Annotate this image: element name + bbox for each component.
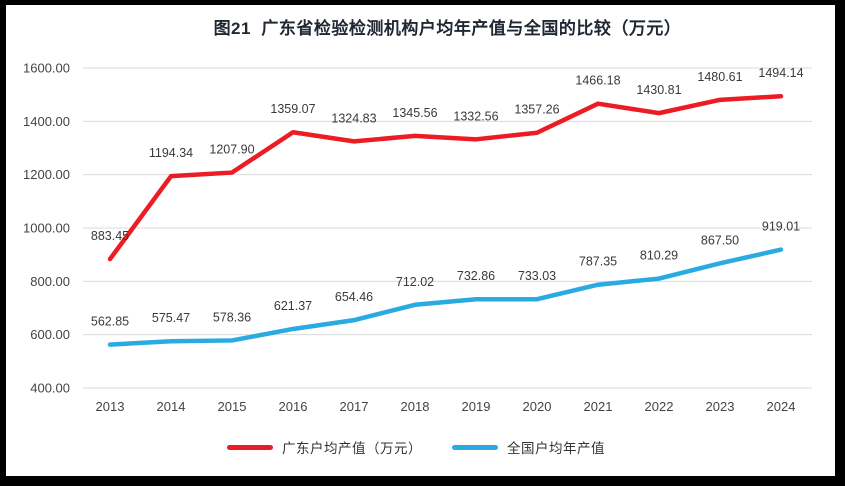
- data-label: 654.46: [335, 290, 373, 304]
- x-axis-tick-label: 2023: [706, 399, 735, 414]
- data-label: 867.50: [701, 233, 739, 247]
- x-axis-tick-label: 2021: [584, 399, 613, 414]
- data-label: 1207.90: [209, 143, 254, 157]
- data-label: 1324.83: [331, 111, 376, 125]
- blue-line-swatch-icon: [452, 444, 498, 450]
- data-label: 919.01: [762, 220, 800, 234]
- data-label: 883.45: [91, 229, 129, 243]
- legend-label-national: 全国户均年产值: [507, 441, 605, 456]
- data-label: 787.35: [579, 255, 617, 269]
- x-axis-tick-label: 2018: [401, 399, 430, 414]
- data-label: 1466.18: [575, 74, 620, 88]
- data-label: 1480.61: [697, 70, 742, 84]
- data-label: 1357.26: [514, 103, 559, 117]
- x-axis-tick-label: 2022: [645, 399, 674, 414]
- data-label: 1359.07: [270, 102, 315, 116]
- data-label: 810.29: [640, 249, 678, 263]
- x-axis-tick-label: 2020: [523, 399, 552, 414]
- series-line-0: [107, 93, 784, 262]
- data-label: 1332.56: [453, 109, 498, 123]
- y-axis-tick-label: 1400.00: [23, 114, 70, 129]
- data-label: 621.37: [274, 299, 312, 313]
- red-line-swatch-icon: [227, 444, 273, 450]
- data-label: 1494.14: [758, 66, 803, 80]
- chart-title: 图21 广东省检验检测机构户均年产值与全国的比较（万元）: [213, 19, 682, 38]
- chart-legend: 广东户均产值（万元） 全国户均年产值: [0, 437, 832, 457]
- y-axis-tick-label: 600.00: [30, 327, 70, 342]
- y-axis-tick-label: 1600.00: [23, 61, 70, 76]
- data-label: 575.47: [152, 311, 190, 325]
- data-label: 1194.34: [149, 146, 193, 160]
- x-axis-tick-label: 2016: [279, 399, 308, 414]
- chart-background: [6, 5, 835, 476]
- series-line-1: [107, 247, 784, 347]
- data-label: 712.02: [396, 275, 434, 289]
- legend-item-guangdong: 广东户均产值（万元）: [227, 437, 422, 457]
- x-axis-tick-label: 2014: [157, 399, 186, 414]
- data-label: 733.03: [518, 269, 556, 283]
- x-axis-tick-label: 2017: [340, 399, 369, 414]
- x-axis-tick-label: 2013: [96, 399, 125, 414]
- legend-label-guangdong: 广东户均产值（万元）: [282, 441, 422, 456]
- y-axis-tick-label: 1200.00: [23, 167, 70, 182]
- data-label: 1345.56: [392, 106, 437, 120]
- data-label: 562.85: [91, 315, 129, 329]
- data-label: 578.36: [213, 310, 251, 324]
- y-axis-tick-label: 400.00: [30, 381, 70, 396]
- x-axis-tick-label: 2024: [767, 399, 796, 414]
- x-axis-tick-label: 2019: [462, 399, 491, 414]
- y-axis-tick-label: 800.00: [30, 274, 70, 289]
- data-label: 732.86: [457, 269, 495, 283]
- data-label: 1430.81: [636, 83, 681, 97]
- y-axis-tick-label: 1000.00: [23, 221, 70, 236]
- x-axis-tick-label: 2015: [218, 399, 247, 414]
- legend-item-national: 全国户均年产值: [452, 437, 605, 457]
